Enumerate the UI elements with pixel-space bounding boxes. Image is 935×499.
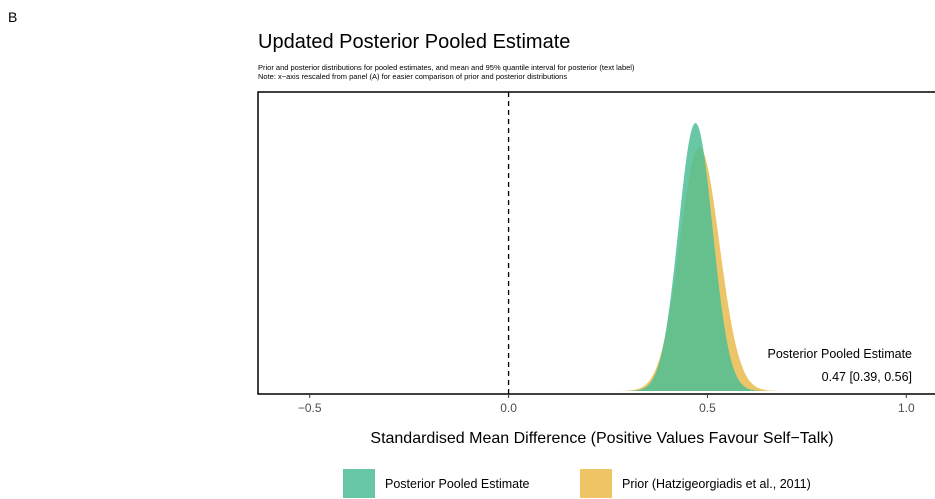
legend-swatch-prior <box>580 469 612 498</box>
x-tick-label: 0.5 <box>699 401 716 415</box>
chart-subtitle-line-2: Note: x−axis rescaled from panel (A) for… <box>258 72 567 81</box>
x-axis: −0.5 0.0 0.5 1.0 <box>298 394 915 415</box>
chart-subtitle-line-1: Prior and posterior distributions for po… <box>258 63 635 72</box>
annotation-label: Posterior Pooled Estimate <box>767 347 912 361</box>
legend-label-prior: Prior (Hatzigeorgiadis et al., 2011) <box>622 477 811 491</box>
annotation-value: 0.47 [0.39, 0.56] <box>822 370 912 384</box>
panel-label: B <box>8 9 17 25</box>
x-tick-label: 1.0 <box>898 401 915 415</box>
x-axis-title: Standardised Mean Difference (Positive V… <box>370 430 833 447</box>
density-posterior <box>619 123 773 391</box>
legend: Posterior Pooled Estimate Prior (Hatzige… <box>343 469 811 498</box>
chart-title: Updated Posterior Pooled Estimate <box>258 31 570 53</box>
density-layer <box>610 123 789 391</box>
x-tick-label: 0.0 <box>500 401 517 415</box>
legend-swatch-posterior <box>343 469 375 498</box>
legend-label-posterior: Posterior Pooled Estimate <box>385 477 530 491</box>
x-tick-label: −0.5 <box>298 401 322 415</box>
